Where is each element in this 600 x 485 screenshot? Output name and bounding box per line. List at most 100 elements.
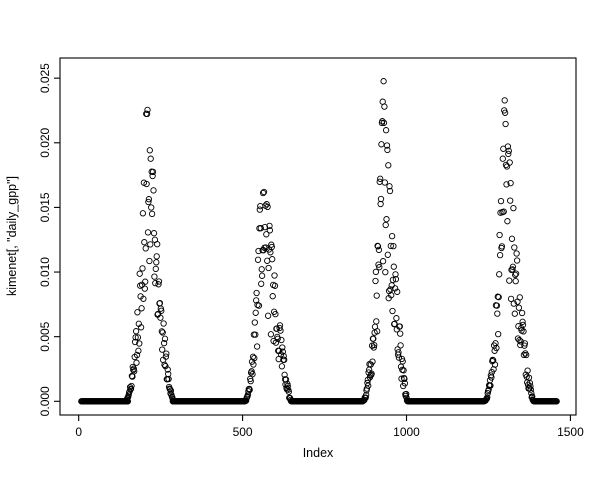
data-point bbox=[392, 271, 399, 278]
data-point bbox=[253, 289, 260, 297]
data-point bbox=[263, 231, 270, 238]
data-point bbox=[157, 314, 164, 321]
data-point bbox=[505, 150, 512, 158]
data-point bbox=[379, 118, 386, 125]
data-point bbox=[279, 344, 286, 351]
data-point bbox=[285, 388, 292, 395]
data-point bbox=[381, 103, 388, 110]
data-point bbox=[137, 324, 145, 331]
data-point bbox=[258, 272, 266, 279]
y-tick-label: 0.025 bbox=[38, 63, 52, 93]
data-point bbox=[493, 302, 501, 309]
data-point bbox=[280, 352, 287, 360]
data-point bbox=[129, 373, 136, 380]
data-point bbox=[509, 266, 516, 273]
data-point bbox=[507, 179, 514, 187]
data-point bbox=[278, 336, 285, 344]
data-point bbox=[278, 363, 286, 370]
data-point bbox=[385, 162, 392, 169]
data-point bbox=[167, 390, 174, 397]
data-point bbox=[165, 375, 172, 383]
data-point bbox=[249, 371, 256, 378]
data-point bbox=[506, 277, 513, 284]
data-point bbox=[140, 295, 147, 302]
data-point bbox=[163, 350, 170, 357]
data-point bbox=[144, 229, 152, 236]
data-point bbox=[138, 281, 146, 288]
data-point bbox=[281, 356, 288, 363]
data-point bbox=[372, 277, 379, 285]
data-point bbox=[519, 318, 526, 325]
data-point bbox=[257, 225, 264, 232]
data-point bbox=[484, 394, 491, 401]
data-point bbox=[494, 310, 501, 317]
data-point bbox=[530, 397, 537, 405]
data-point bbox=[396, 323, 403, 330]
data-point bbox=[141, 285, 148, 292]
data-point bbox=[507, 197, 514, 204]
data-point bbox=[500, 208, 507, 215]
data-point bbox=[282, 376, 290, 383]
data-point bbox=[251, 354, 258, 362]
data-point bbox=[263, 201, 270, 208]
data-point bbox=[265, 264, 272, 272]
y-tick-label: 0.000 bbox=[38, 386, 52, 416]
data-point bbox=[485, 386, 492, 393]
data-point bbox=[382, 268, 389, 276]
data-point bbox=[395, 354, 403, 361]
data-point bbox=[397, 342, 404, 349]
data-point bbox=[162, 353, 170, 360]
data-point bbox=[148, 204, 155, 211]
data-point bbox=[378, 141, 385, 148]
x-axis: 0 500 1000 1500 bbox=[75, 415, 584, 439]
data-point bbox=[403, 394, 410, 402]
data-point bbox=[383, 142, 391, 149]
data-point bbox=[513, 257, 521, 264]
y-tick-label: 0.010 bbox=[38, 257, 52, 287]
data-point bbox=[142, 278, 149, 285]
data-point bbox=[146, 147, 153, 154]
data-point bbox=[159, 329, 166, 336]
data-point bbox=[520, 328, 527, 335]
data-point bbox=[362, 391, 370, 399]
data-point bbox=[497, 197, 505, 205]
data-point bbox=[158, 328, 165, 335]
data-point bbox=[141, 239, 148, 246]
plot-border bbox=[59, 57, 577, 416]
data-point bbox=[380, 119, 388, 126]
y-axis: 0.000 0.005 0.010 0.015 0.020 0.025 bbox=[38, 63, 60, 416]
data-point bbox=[139, 265, 146, 272]
data-point bbox=[250, 361, 257, 368]
data-point bbox=[160, 339, 168, 347]
data-point bbox=[526, 379, 534, 387]
data-point bbox=[152, 279, 159, 287]
data-point bbox=[142, 245, 149, 252]
data-points-layer bbox=[78, 78, 560, 405]
data-point bbox=[503, 181, 510, 188]
data-point bbox=[170, 398, 177, 405]
data-point bbox=[275, 347, 283, 355]
data-point bbox=[506, 159, 513, 166]
data-point bbox=[256, 206, 263, 213]
data-point bbox=[277, 327, 284, 334]
data-point bbox=[502, 120, 509, 128]
data-point bbox=[508, 235, 516, 242]
data-point bbox=[397, 330, 404, 337]
data-point bbox=[513, 250, 520, 257]
data-point bbox=[382, 221, 389, 229]
data-point bbox=[505, 147, 512, 154]
data-point bbox=[273, 325, 280, 332]
x-axis-label: Index bbox=[303, 446, 334, 460]
data-point bbox=[404, 398, 411, 405]
data-point bbox=[388, 232, 396, 240]
data-point bbox=[147, 155, 154, 162]
data-point bbox=[369, 358, 376, 365]
x-tick-label: 500 bbox=[233, 425, 253, 439]
data-point bbox=[510, 300, 517, 307]
data-point bbox=[155, 278, 163, 285]
data-point bbox=[398, 375, 405, 382]
data-point bbox=[377, 175, 384, 182]
data-point bbox=[134, 309, 141, 316]
data-point bbox=[150, 187, 157, 194]
